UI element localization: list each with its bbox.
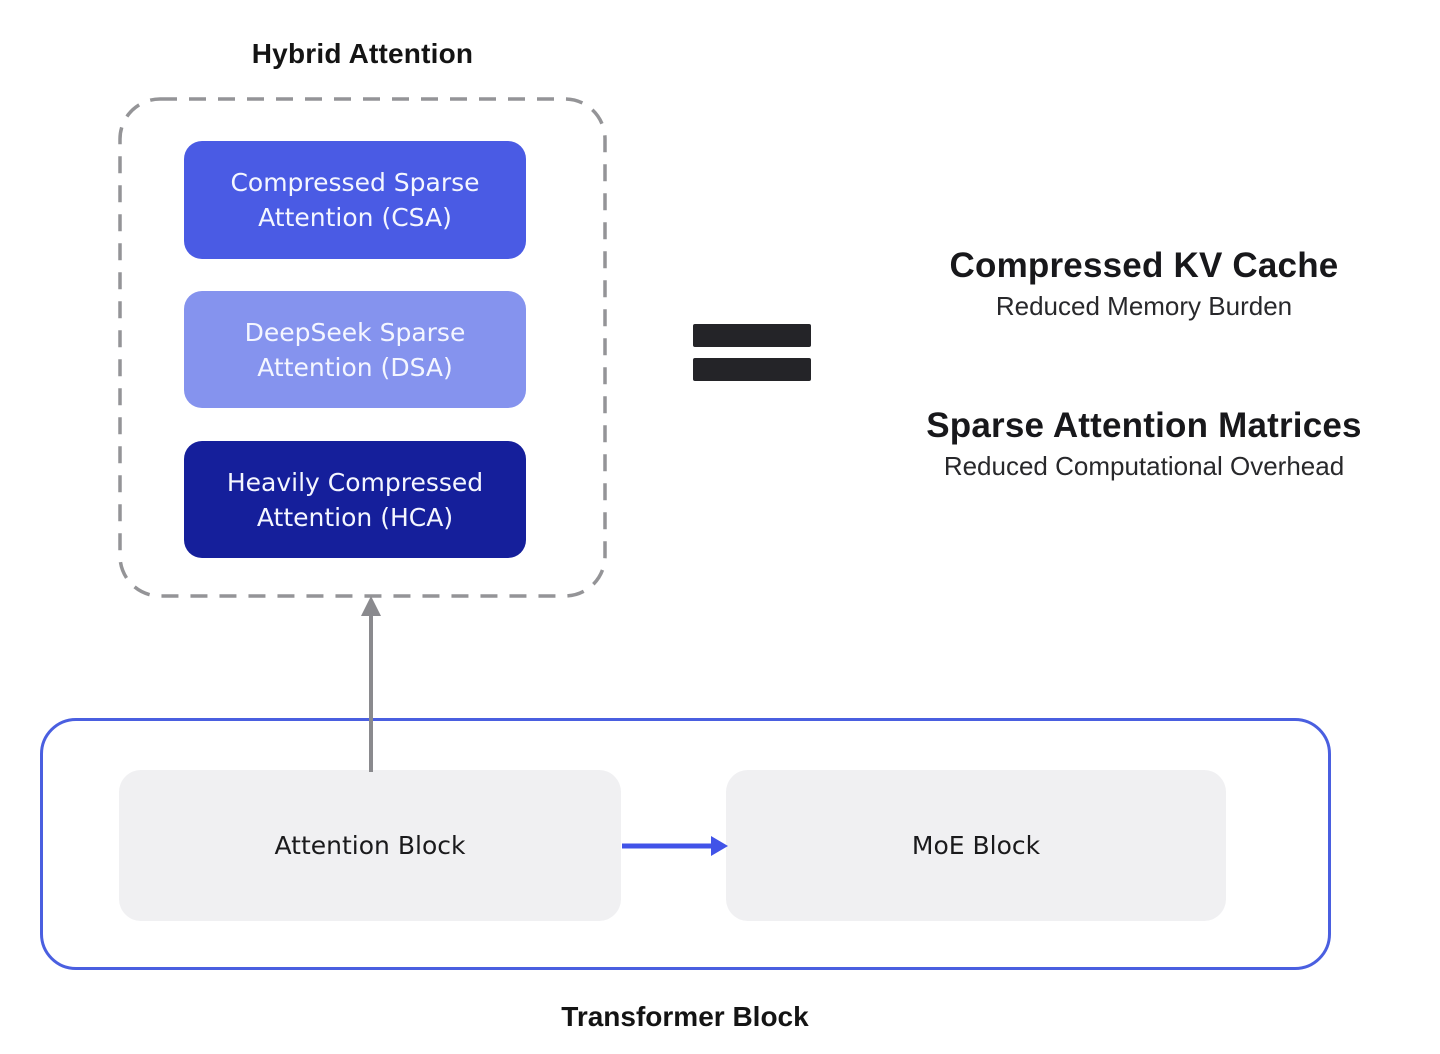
csa-box: Compressed Sparse Attention (CSA) bbox=[184, 141, 526, 259]
right-arrow-head bbox=[711, 836, 728, 856]
transformer-block-label: Transformer Block bbox=[561, 1001, 809, 1032]
csa-label-line1: Compressed Sparse bbox=[230, 168, 480, 197]
dsa-label-line1: DeepSeek Sparse bbox=[244, 317, 466, 347]
up-arrow-icon bbox=[361, 596, 381, 772]
equals-icon bbox=[693, 324, 811, 381]
equals-top-bar bbox=[693, 324, 811, 347]
hca-label-line1: Heavily Compressed bbox=[226, 467, 484, 497]
result-sparse-matrices: Sparse Attention Matrices Reduced Comput… bbox=[844, 406, 1440, 483]
hybrid-attention-title: Hybrid Attention bbox=[251, 38, 474, 69]
attention-block-label: Attention Block bbox=[274, 831, 466, 860]
moe-block-label: MoE Block bbox=[911, 831, 1041, 860]
dsa-box: DeepSeek Sparse Attention (DSA) bbox=[184, 291, 526, 408]
transformer-block-container bbox=[40, 718, 1331, 970]
moe-block: MoE Block bbox=[726, 770, 1226, 921]
dashed-rect bbox=[118, 97, 607, 598]
hca-box: Heavily Compressed Attention (HCA) bbox=[184, 441, 526, 558]
equals-bottom-bar bbox=[693, 358, 811, 381]
csa-label-line2: Attention (CSA) bbox=[258, 203, 452, 232]
kv-cache-heading: Compressed KV Cache bbox=[949, 246, 1339, 285]
results-column: Compressed KV Cache Reduced Memory Burde… bbox=[844, 246, 1440, 483]
attention-block: Attention Block bbox=[119, 770, 621, 921]
sparse-matrices-subtext: Reduced Computational Overhead bbox=[943, 451, 1345, 481]
dsa-label-line2: Attention (DSA) bbox=[257, 352, 453, 382]
sparse-matrices-heading: Sparse Attention Matrices bbox=[926, 406, 1362, 445]
hca-label-line2: Attention (HCA) bbox=[256, 502, 454, 532]
kv-cache-subtext: Reduced Memory Burden bbox=[995, 291, 1293, 321]
result-kv-cache: Compressed KV Cache Reduced Memory Burde… bbox=[844, 246, 1440, 323]
hybrid-attention-group-border bbox=[118, 97, 607, 598]
right-arrow-icon bbox=[622, 836, 728, 856]
up-arrow-head bbox=[361, 596, 381, 616]
